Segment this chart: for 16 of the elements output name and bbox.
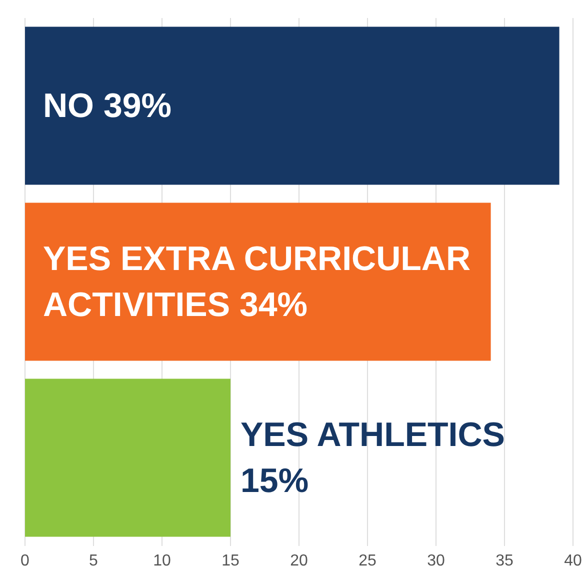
data-label: 15%	[240, 462, 309, 500]
x-tick-label: 15	[222, 552, 240, 570]
x-tick-label: 30	[427, 552, 445, 570]
x-tick-label: 10	[153, 552, 171, 570]
x-tick-label: 20	[290, 552, 308, 570]
bar	[25, 202, 491, 361]
x-tick-label: 40	[564, 552, 582, 570]
x-tick-label: 5	[89, 552, 98, 570]
bar	[25, 378, 230, 537]
bar	[25, 26, 560, 185]
x-tick-label: 25	[358, 552, 376, 570]
y-tick-label: YES ATHLETICS	[240, 416, 505, 454]
x-tick-label: 0	[20, 552, 30, 570]
category-label: NO 39%	[43, 86, 172, 125]
category-label: YES EXTRA CURRICULAR ACTIVITIES 34%	[43, 240, 471, 324]
x-tick-label: 35	[496, 552, 514, 570]
